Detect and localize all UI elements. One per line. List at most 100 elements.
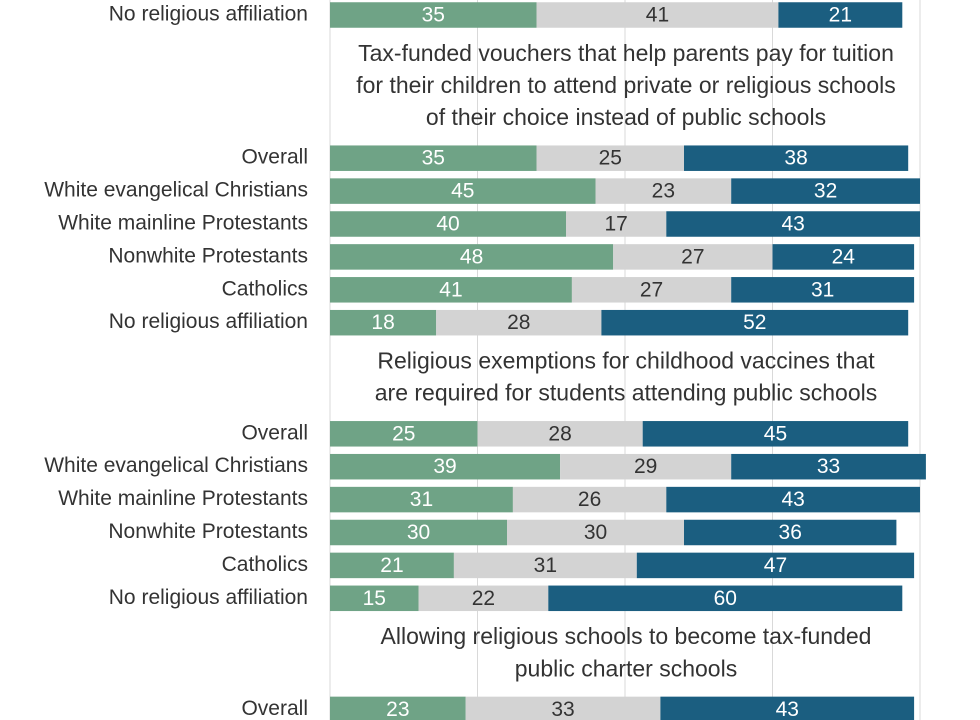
row-label: White evangelical Christians (44, 179, 308, 202)
bar-segment (330, 585, 419, 612)
data-label: 25 (392, 422, 415, 445)
row-label: No religious affiliation (109, 586, 308, 609)
data-label: 33 (551, 698, 574, 720)
data-label: 52 (743, 311, 766, 334)
bar-segment (778, 2, 903, 28)
data-label: 45 (764, 422, 787, 445)
bar-segment (666, 211, 920, 237)
data-label: 39 (433, 455, 456, 478)
data-label: 31 (534, 554, 557, 577)
data-label: 43 (776, 698, 799, 720)
data-label: 25 (599, 147, 622, 170)
bar-segment (453, 552, 637, 579)
bar-segment (330, 211, 566, 237)
bar-segment (684, 519, 897, 546)
bar-segment (330, 421, 478, 447)
data-label: 29 (634, 455, 657, 478)
data-label: 23 (386, 698, 409, 720)
bar-segment (536, 2, 779, 28)
data-label: 28 (507, 311, 530, 334)
data-label: 41 (439, 278, 462, 301)
row-label: Nonwhite Protestants (108, 520, 308, 543)
data-label: 31 (410, 488, 433, 511)
bar-segment (613, 244, 773, 270)
row-label: No religious affiliation (109, 3, 308, 26)
row-label: Catholics (222, 553, 308, 576)
data-label: 26 (578, 488, 601, 511)
bar-segment (571, 277, 732, 303)
bar-segment (731, 453, 926, 480)
bar-segment (330, 486, 513, 513)
bar-segment (330, 277, 572, 303)
chart-marks: No religious affiliation 35 41 21 Tax-funded… (44, 2, 926, 720)
bar-segment (548, 585, 903, 612)
bar-segment (636, 552, 915, 579)
data-label: 23 (652, 180, 675, 203)
data-label: 32 (814, 180, 837, 203)
bar-segment (660, 696, 915, 720)
data-label: 17 (604, 213, 627, 236)
bar-segment (330, 453, 561, 480)
data-label: 21 (380, 554, 403, 577)
data-label: 33 (817, 455, 840, 478)
data-label: 43 (781, 488, 804, 511)
section-title-line: Allowing religious schools to become tax… (381, 623, 872, 649)
data-label: 35 (422, 4, 445, 27)
bar-segment (507, 519, 684, 546)
data-label: 27 (681, 245, 704, 268)
bar-segment (536, 145, 684, 171)
bar-segment (330, 244, 614, 270)
data-label: 38 (784, 147, 807, 170)
bar-segment (330, 145, 537, 171)
data-label: 15 (363, 587, 386, 610)
data-label: 48 (460, 245, 483, 268)
row-label: No religious affiliation (109, 310, 308, 333)
data-label: 30 (584, 521, 607, 544)
row-label: Overall (241, 146, 308, 169)
bar-segment (666, 486, 920, 513)
data-label: 60 (714, 587, 737, 610)
row-label: Overall (241, 421, 308, 444)
bar-segment (684, 145, 909, 171)
section-title-line: of their choice instead of public school… (426, 104, 826, 130)
section-title-line: for their children to attend private or … (356, 72, 896, 98)
bar-segment (465, 696, 661, 720)
bar-segment (477, 421, 643, 447)
data-label: 35 (422, 147, 445, 170)
bar-segment (330, 552, 454, 579)
row-label: Catholics (222, 277, 308, 300)
data-label: 27 (640, 278, 663, 301)
data-label: 28 (548, 422, 571, 445)
section-title-line: are required for students attending publ… (375, 380, 877, 406)
data-label: 30 (407, 521, 430, 544)
bar-segment (418, 585, 549, 612)
data-label: 43 (781, 213, 804, 236)
bar-segment (512, 486, 667, 513)
section-title-line: public charter schools (515, 655, 737, 681)
data-label: 47 (764, 554, 787, 577)
bar-segment (772, 244, 915, 270)
bar-segment (731, 178, 920, 204)
bar-segment (330, 309, 437, 336)
row-label: Overall (241, 697, 308, 720)
bar-segment (330, 696, 466, 720)
bar-segment (330, 519, 507, 546)
row-label: Nonwhite Protestants (108, 244, 308, 267)
bar-segment (560, 453, 732, 480)
data-label: 36 (779, 521, 802, 544)
bar-segment (566, 211, 667, 237)
data-label: 22 (472, 587, 495, 610)
bar-segment (330, 2, 537, 28)
row-label: White evangelical Christians (44, 454, 308, 477)
bar-segment (642, 421, 909, 447)
data-label: 18 (371, 311, 394, 334)
data-label: 45 (451, 180, 474, 203)
data-label: 24 (832, 245, 856, 268)
bar-segment (601, 309, 909, 336)
bar-segment (330, 178, 596, 204)
row-label: White mainline Protestants (58, 212, 308, 235)
data-label: 31 (811, 278, 834, 301)
bar-segment (595, 178, 732, 204)
